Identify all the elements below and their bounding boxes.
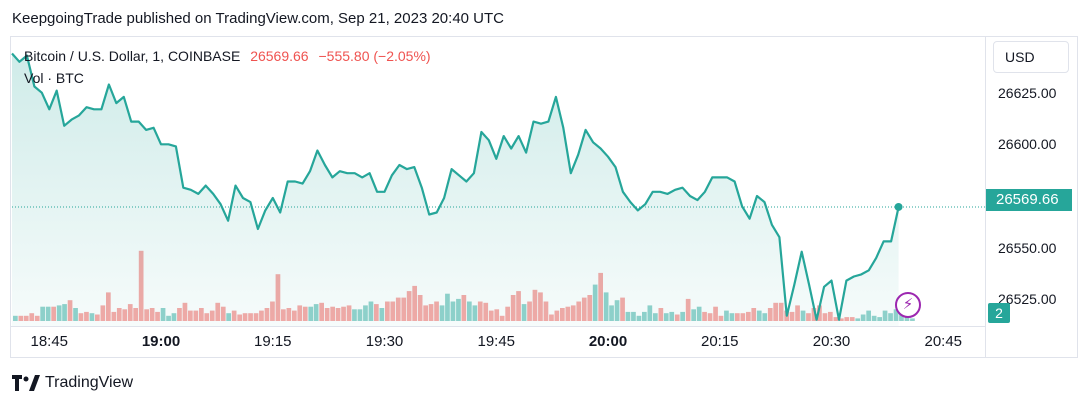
time-tick-label: 19:30	[365, 333, 404, 350]
price-axis-separator	[985, 37, 986, 357]
price-tick-label: 26600.00	[998, 136, 1057, 153]
volume-legend[interactable]: Vol · BTC	[24, 70, 84, 86]
last-price-value: 26569.66	[250, 48, 309, 64]
tradingview-logo[interactable]: TradingView	[12, 374, 133, 392]
price-change: −555.80 (−2.05%)	[318, 48, 431, 64]
brand-name: TradingView	[45, 374, 134, 391]
price-area	[12, 53, 899, 326]
time-tick-label: 20:45	[924, 333, 963, 350]
time-tick-label: 20:00	[588, 333, 628, 350]
volume-bar	[910, 318, 915, 321]
time-tick-label: 20:30	[812, 333, 851, 350]
time-tick-label: 19:15	[253, 333, 292, 350]
price-tick-label: 26550.00	[998, 239, 1057, 256]
indicator-count-badge[interactable]: 2	[988, 303, 1010, 323]
time-axis-separator	[11, 326, 985, 327]
chart-frame	[10, 36, 1078, 358]
time-tick-label: 20:15	[700, 333, 739, 350]
tradingview-logo-icon	[12, 375, 40, 391]
lightning-icon[interactable]: ⚡︎	[895, 292, 921, 318]
symbol-title: Bitcoin / U.S. Dollar, 1, COINBASE	[24, 48, 241, 64]
time-tick-label: 19:45	[477, 333, 516, 350]
chart-legend[interactable]: Bitcoin / U.S. Dollar, 1, COINBASE 26569…	[24, 48, 431, 64]
last-price-badge: 26569.66	[986, 189, 1072, 211]
publisher-caption: KeepgoingTrade published on TradingView.…	[12, 10, 504, 27]
price-tick-label: 26625.00	[998, 84, 1057, 101]
last-price-dot	[894, 202, 903, 211]
currency-button[interactable]: USD	[993, 41, 1069, 73]
time-tick-label: 19:00	[141, 333, 181, 350]
price-line	[11, 52, 900, 321]
price-tick-label: 26525.00	[998, 291, 1057, 308]
time-tick-label: 18:45	[30, 333, 69, 350]
